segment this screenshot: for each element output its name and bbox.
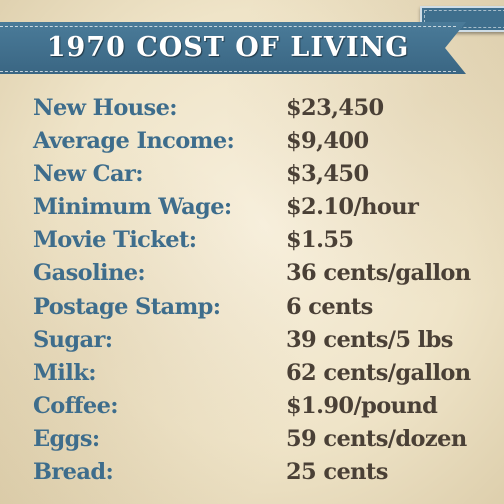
list-item: Movie Ticket: $1.55 (33, 224, 493, 257)
cost-list: New House: $23,450 Average Income: $9,40… (33, 92, 493, 489)
item-label: Sugar: (33, 326, 113, 353)
item-value: $9,400 (286, 128, 369, 155)
item-label: Movie Ticket: (33, 227, 197, 254)
list-item: Sugar: 39 cents/5 lbs (33, 324, 493, 357)
item-value: 59 cents/dozen (286, 425, 467, 452)
item-label: Minimum Wage: (33, 194, 232, 221)
item-label: New Car: (33, 161, 144, 188)
list-item: Eggs: 59 cents/dozen (33, 423, 493, 456)
item-label: Bread: (33, 459, 114, 486)
list-item: Coffee: $1.90/pound (33, 390, 493, 423)
item-value: $3,450 (286, 161, 369, 188)
item-value: $1.55 (286, 227, 354, 254)
title-banner (0, 22, 466, 74)
list-item: New Car: $3,450 (33, 158, 493, 191)
item-value: 25 cents (286, 459, 388, 486)
item-value: $23,450 (286, 95, 384, 121)
list-item: Gasoline: 36 cents/gallon (33, 257, 493, 290)
item-value: $1.90/pound (286, 392, 438, 419)
item-label: Eggs: (33, 425, 100, 452)
item-label: Average Income: (33, 128, 235, 155)
item-label: New House: (33, 95, 178, 121)
list-item: Minimum Wage: $2.10/hour (33, 191, 493, 224)
page-title: 1970 COST OF LIVING (46, 32, 410, 63)
list-item: Postage Stamp: 6 cents (33, 291, 493, 324)
banner-stitching (0, 26, 456, 72)
item-value: $2.10/hour (286, 194, 419, 221)
list-item: New House: $23,450 (33, 92, 493, 125)
item-value: 6 cents (286, 293, 373, 320)
item-label: Milk: (33, 359, 97, 386)
item-value: 62 cents/gallon (286, 359, 471, 386)
item-value: 36 cents/gallon (286, 260, 471, 287)
list-item: Milk: 62 cents/gallon (33, 357, 493, 390)
item-label: Coffee: (33, 392, 119, 419)
item-label: Postage Stamp: (33, 293, 221, 320)
list-item: Bread: 25 cents (33, 456, 493, 489)
item-value: 39 cents/5 lbs (286, 326, 453, 353)
list-item: Average Income: $9,400 (33, 125, 493, 158)
item-label: Gasoline: (33, 260, 146, 287)
